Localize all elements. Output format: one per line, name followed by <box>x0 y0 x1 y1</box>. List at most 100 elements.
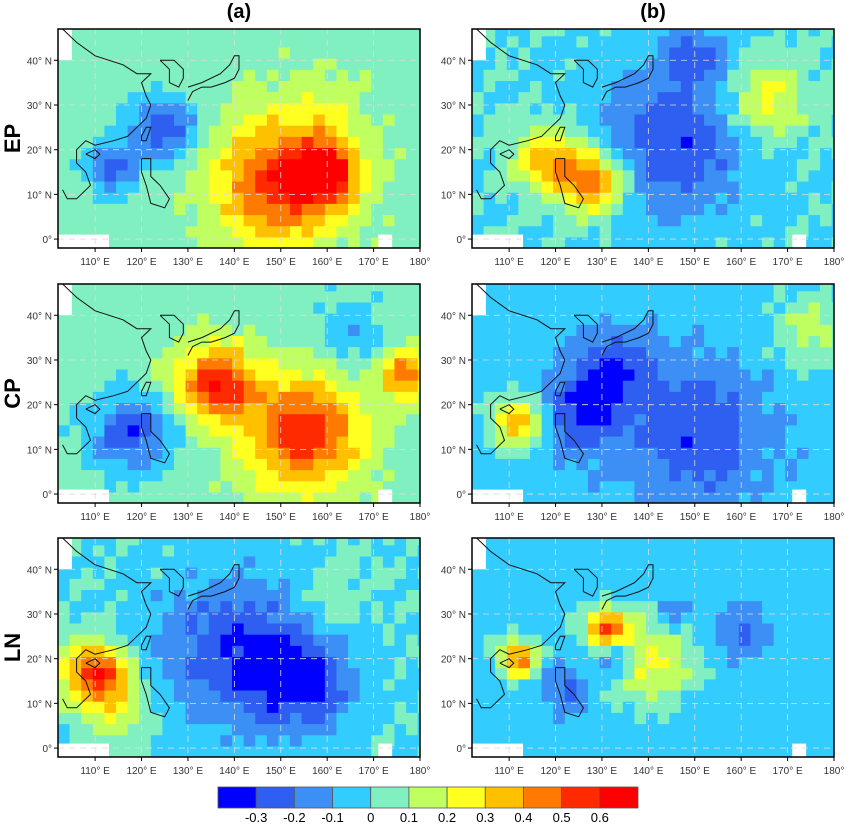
heatmap-cell <box>692 611 705 624</box>
x-tick-label: 120° E <box>540 257 570 268</box>
heatmap-cell <box>820 567 833 579</box>
heatmap-cell <box>243 346 256 359</box>
heatmap-cell <box>197 58 210 70</box>
heatmap-cell <box>738 424 752 437</box>
heatmap-cell <box>232 656 245 669</box>
heatmap-cell <box>483 169 496 182</box>
heatmap-cell <box>553 357 566 370</box>
heatmap-cell <box>564 611 578 624</box>
heatmap-cell <box>762 169 775 182</box>
heatmap-cell <box>495 538 508 546</box>
heatmap-cell <box>530 335 543 348</box>
heatmap-cell <box>576 611 589 624</box>
heatmap-cell <box>139 236 152 248</box>
heatmap-cell <box>831 667 834 680</box>
coastline <box>601 310 654 356</box>
heatmap-cell <box>692 368 705 381</box>
heatmap-cell <box>150 203 164 216</box>
heatmap-cell <box>417 136 420 149</box>
heatmap-cell <box>417 290 420 303</box>
heatmap-cell <box>483 447 496 459</box>
heatmap-cell <box>808 313 821 325</box>
heatmap-cell <box>588 589 601 602</box>
heatmap-cell <box>150 578 164 590</box>
heatmap-cell <box>657 225 670 238</box>
heatmap-cell <box>727 29 740 37</box>
heatmap-cell <box>727 723 740 736</box>
heatmap-cell <box>727 600 740 613</box>
heatmap-cell <box>669 645 682 658</box>
heatmap-cell <box>518 113 531 126</box>
heatmap-cell <box>336 380 349 392</box>
heatmap-cell <box>634 491 647 503</box>
coastline <box>159 568 184 597</box>
heatmap-cell <box>290 102 303 115</box>
heatmap-cell <box>541 538 554 546</box>
heatmap-cell <box>336 645 349 658</box>
heatmap-cell <box>483 80 496 93</box>
land-mask <box>472 29 486 61</box>
heatmap-cell <box>669 589 682 602</box>
heatmap-cell <box>506 723 520 736</box>
heatmap-cell <box>622 723 636 736</box>
heatmap-cell <box>301 324 314 336</box>
y-tick-label: 40° N <box>441 565 466 576</box>
heatmap-cell <box>324 313 338 325</box>
heatmap-cell <box>715 600 728 613</box>
heatmap-cell <box>92 214 106 227</box>
heatmap-cell <box>796 35 810 48</box>
heatmap-cell <box>324 29 338 37</box>
heatmap-cell <box>646 225 659 238</box>
heatmap-cell <box>266 192 280 204</box>
heatmap-cell <box>634 600 647 613</box>
heatmap-cell <box>669 413 682 426</box>
heatmap-cell <box>69 301 82 314</box>
heatmap-cell <box>313 69 326 81</box>
heatmap-cell <box>472 723 485 736</box>
heatmap-cell <box>727 35 740 48</box>
heatmap-cell <box>232 301 245 314</box>
heatmap-cell <box>692 413 705 426</box>
heatmap-cell <box>417 555 420 568</box>
heatmap-cell <box>564 678 578 691</box>
heatmap-cell <box>588 634 601 646</box>
heatmap-cell <box>301 600 314 613</box>
heatmap-cell <box>336 324 349 336</box>
heatmap-cell <box>472 712 485 725</box>
heatmap-cell <box>762 469 775 482</box>
heatmap-cell <box>715 69 728 81</box>
heatmap-cell <box>81 69 94 81</box>
heatmap-cell <box>243 147 256 160</box>
heatmap-cell <box>727 611 740 624</box>
heatmap-cell <box>394 611 407 624</box>
heatmap-cell <box>104 435 117 448</box>
heatmap-cell <box>738 491 752 503</box>
heatmap-cell <box>588 622 601 635</box>
heatmap-cell <box>564 69 578 81</box>
heatmap-cell <box>727 80 740 93</box>
heatmap-cell <box>150 180 164 193</box>
heatmap-cell <box>278 667 291 680</box>
heatmap-cell <box>243 125 256 137</box>
heatmap-cell <box>92 435 106 448</box>
heatmap-cell <box>139 91 152 104</box>
heatmap-cell <box>243 645 256 658</box>
heatmap-cell <box>69 578 82 590</box>
heatmap-cell <box>680 645 694 658</box>
heatmap-cell <box>278 435 291 448</box>
heatmap-cell <box>680 46 694 59</box>
heatmap-cell <box>313 678 326 691</box>
heatmap-cell <box>796 125 810 137</box>
heatmap-cell <box>371 180 384 193</box>
heatmap-cell <box>116 58 129 70</box>
heatmap-cell <box>785 290 798 303</box>
heatmap-cell <box>139 611 152 624</box>
heatmap-cell <box>715 380 728 392</box>
heatmap-cell <box>495 346 508 359</box>
heatmap-cell <box>417 701 420 713</box>
heatmap-cell <box>394 391 407 404</box>
heatmap-cell <box>506 169 520 182</box>
heatmap-cell <box>394 745 407 757</box>
heatmap-cell <box>208 611 222 624</box>
heatmap-cell <box>518 745 531 757</box>
